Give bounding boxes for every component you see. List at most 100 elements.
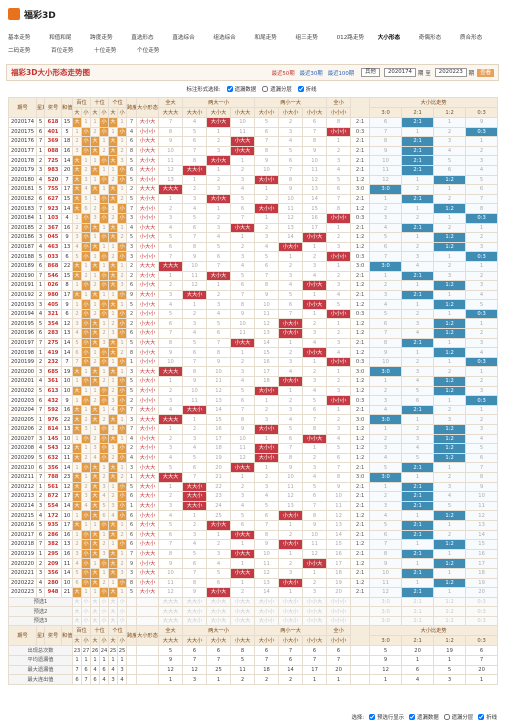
cell: 6 (158, 318, 184, 330)
cell: 15 (254, 347, 280, 358)
nav-link[interactable]: 直选综合 (172, 34, 195, 41)
cell: 6 (206, 251, 232, 262)
cell: 6 (126, 510, 138, 521)
cell: 16 (61, 145, 73, 157)
recent-link[interactable]: 最近50期 (271, 70, 295, 77)
cell: 17 (302, 222, 328, 234)
cell: 2 (80, 452, 92, 464)
cell: 4 (80, 184, 92, 195)
cell: 大小大 (136, 519, 160, 531)
cell: 6 (326, 452, 352, 464)
cell: 大小小 (254, 452, 280, 464)
recent-link[interactable]: 最近30期 (299, 70, 323, 77)
cell: 2 (230, 164, 256, 176)
cell: 5 (401, 385, 435, 397)
cell: 7 (182, 471, 208, 483)
cell: 1 (369, 481, 403, 493)
cell: 286 (44, 529, 62, 541)
nav-link[interactable]: 组选综合 (213, 34, 236, 41)
checkbox[interactable] (443, 714, 450, 720)
nav-link[interactable]: 直选形态 (131, 34, 154, 41)
table-row: 2020205 1 976 22 大 2 大 2 大 1 3 大大大 大大大 1 15 8 3 4 7 2 3:0 3:0… (8, 414, 499, 425)
cell: 3 (72, 232, 82, 243)
nav-link[interactable]: 012路走势 (336, 34, 365, 41)
checkbox[interactable] (226, 85, 233, 92)
cell: 1 (326, 318, 352, 330)
cell: 小大大 (230, 222, 256, 234)
th: 两小一大 (254, 625, 328, 637)
table-row: 2020210 6 356 14 1 小大 1 大 1 3 小大大 5 6 20 小大大 1 9 3 7 2:1 5 2:… (8, 462, 499, 473)
from-input[interactable]: 2020174 (383, 68, 416, 77)
cell: 大大大 (136, 366, 160, 378)
cell: 大小大 (206, 606, 232, 617)
cell: 2 (108, 251, 119, 262)
cell: 2:1 (350, 136, 371, 147)
recent-link[interactable]: 最近100期 (327, 70, 355, 77)
cell: 14 (278, 664, 304, 676)
cell: 3 (278, 126, 304, 138)
checkbox[interactable] (369, 714, 376, 720)
to-input[interactable]: 2020223 (434, 68, 467, 77)
table-row: 2020187 4 463 13 4 小大 1 1 小 3 小大小 6 8 5 2 4 小大小 1 3 1:2 6 2 1:… (8, 241, 499, 253)
cell: 小小大 (136, 347, 160, 358)
cell: 小 (99, 587, 110, 598)
cell: 7 (126, 117, 138, 128)
cell: 520 (44, 174, 62, 186)
nav-link[interactable]: 和值和尾 (49, 34, 72, 41)
view-button[interactable]: 查看 (477, 68, 494, 77)
cell: 2 (302, 318, 328, 330)
cell: 5 (326, 443, 352, 454)
cell: 3 (326, 337, 352, 349)
cell: 11 (61, 558, 73, 569)
cell: 2020199 (8, 356, 37, 368)
nav-link[interactable]: 二码走势 (8, 47, 31, 54)
nav-link[interactable]: 跨度走势 (90, 34, 113, 41)
th: 1:2 (433, 107, 467, 118)
checkbox[interactable] (478, 714, 485, 720)
cell: 1 (90, 587, 101, 598)
cell: 2:1 (350, 404, 371, 416)
cell: 1:2 (433, 452, 467, 464)
table-row: 2020178 2 725 14 大 1 1 小大 3 5 大小大 11 8 大小大 1 9 6 10 3 2:1 10… (8, 155, 499, 166)
cell: 20 (465, 587, 499, 598)
checkbox[interactable] (409, 714, 416, 720)
cell: 1 (206, 529, 232, 541)
period-select[interactable]: 其他 (361, 68, 380, 77)
cell: 1 (108, 241, 119, 253)
cell: 2 (117, 270, 128, 282)
cell: 小 (99, 356, 110, 368)
checkbox-label: 遗漏数据 (417, 715, 439, 721)
nav-link[interactable]: 大小形态 (377, 34, 401, 41)
checkbox[interactable] (262, 85, 269, 92)
cell: 5 (278, 289, 304, 301)
cell: 0:3 (465, 212, 499, 224)
cell: 大 (72, 500, 82, 512)
cell: 1 (278, 337, 304, 349)
cell: 543 (44, 443, 62, 454)
cell: 小大小 (278, 510, 304, 521)
cell: 小小小 (136, 395, 160, 406)
cell: 小小小 (326, 606, 352, 617)
cell: 20 (401, 645, 435, 657)
cell: 2:1 (401, 155, 435, 166)
cell: 6 (158, 241, 184, 253)
nav-link[interactable]: 组三走势 (295, 34, 318, 41)
nav-link[interactable]: 和尾走势 (254, 34, 277, 41)
options-label: 标注形式选择: (186, 86, 221, 93)
nav-link[interactable]: 基本走势 (8, 34, 31, 41)
cell: 2 (230, 481, 256, 493)
stats-row: 出现总次数 23 27 26 24 25 25 5 6 6 8 6 7 6 6 5 20 19 6 (8, 645, 499, 657)
nav-link[interactable]: 奇偶形态 (418, 34, 442, 41)
cell: 大 (72, 184, 82, 195)
nav-link[interactable]: 个位走势 (137, 47, 160, 54)
nav-link[interactable]: 十位走势 (94, 47, 117, 54)
cell: 12 (254, 567, 280, 579)
cell: 9 (182, 376, 208, 387)
checkbox[interactable] (297, 85, 304, 92)
cell: 1:2 (350, 385, 371, 397)
nav-link[interactable]: 百位走势 (51, 47, 74, 54)
nav-link[interactable]: 质合形态 (459, 34, 483, 41)
cell: 7 (80, 674, 92, 685)
cell: 9 (61, 232, 73, 243)
